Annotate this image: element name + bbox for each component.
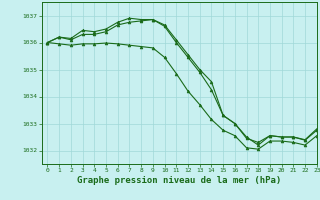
X-axis label: Graphe pression niveau de la mer (hPa): Graphe pression niveau de la mer (hPa) — [77, 176, 281, 185]
